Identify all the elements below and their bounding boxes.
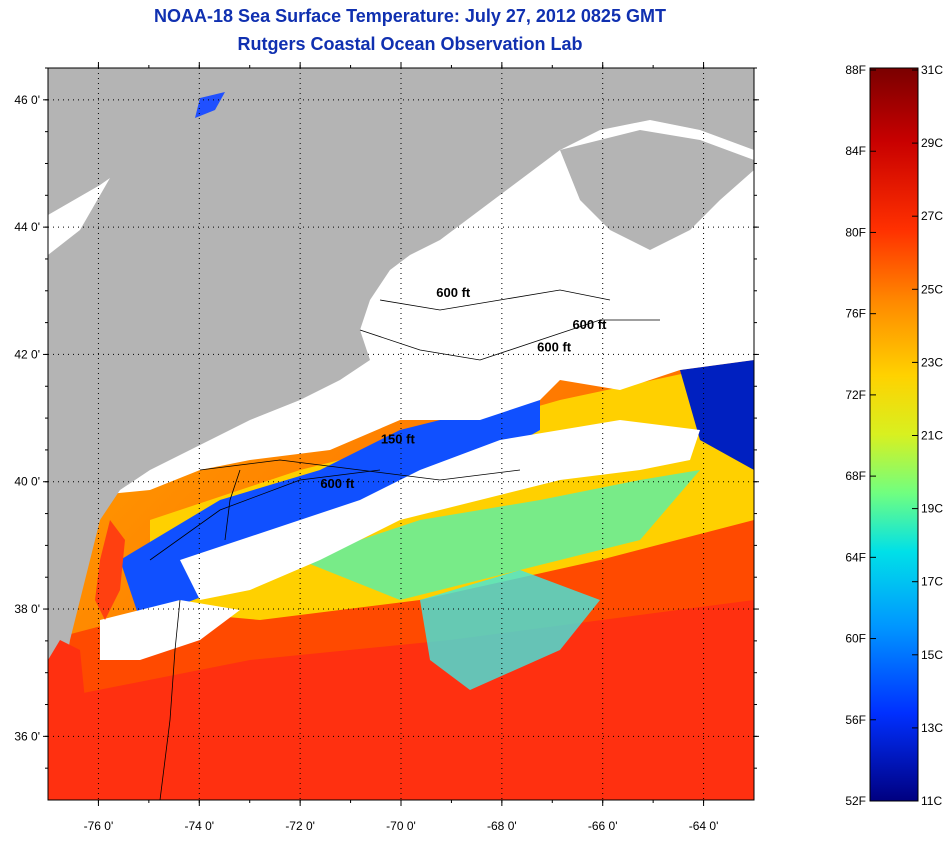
colorbar-c-label: 17C	[921, 575, 943, 589]
lon-tick-label: -70 0'	[386, 819, 416, 833]
lat-tick-label: 46 0'	[14, 93, 40, 107]
colorbar-f-label: 68F	[845, 469, 866, 483]
colorbar-c-label: 25C	[921, 282, 943, 296]
colorbar-f-label: 76F	[845, 307, 866, 321]
lat-tick-label: 38 0'	[14, 602, 40, 616]
lon-tick-label: -64 0'	[689, 819, 719, 833]
longitude-axis: -76 0' -74 0' -72 0' -70 0' -68 0' -66 0' -64 …	[84, 62, 719, 833]
map-title: NOAA-18 Sea Surface Temperature: July 27…	[154, 6, 666, 26]
colorbar-f-label: 60F	[845, 632, 866, 646]
colorbar-c-label: 15C	[921, 648, 943, 662]
lon-tick-label: -76 0'	[84, 819, 114, 833]
lon-tick-label: -72 0'	[285, 819, 315, 833]
colorbar-f-label: 52F	[845, 794, 866, 808]
lat-tick-label: 36 0'	[14, 729, 40, 743]
colorbar-f-label: 84F	[845, 144, 866, 158]
depth-contour-label: 600 ft	[320, 476, 355, 491]
depth-contour-label: 600 ft	[436, 285, 471, 300]
latitude-axis: 46 0' 44 0' 42 0' 40 0' 38 0' 36 0'	[14, 67, 759, 769]
map-subtitle: Rutgers Coastal Ocean Observation Lab	[237, 34, 583, 54]
colorbar-f-label: 64F	[845, 550, 866, 564]
colorbar-c-label: 29C	[921, 136, 943, 150]
colorbar-c-label: 27C	[921, 209, 943, 223]
colorbar-celsius-ticks: 31C 29C 27C 25C 23C 21C 19C 17C 15C 13C 11C	[912, 63, 943, 808]
lon-tick-label: -74 0'	[184, 819, 214, 833]
colorbar-c-label: 19C	[921, 502, 943, 516]
lon-tick-label: -66 0'	[588, 819, 618, 833]
colorbar-c-label: 13C	[921, 721, 943, 735]
colorbar-c-label: 31C	[921, 63, 943, 77]
depth-contour-label: 600 ft	[537, 339, 572, 354]
lat-tick-label: 44 0'	[14, 220, 40, 234]
colorbar-f-label: 88F	[845, 63, 866, 77]
colorbar-c-label: 23C	[921, 355, 943, 369]
lat-tick-label: 42 0'	[14, 347, 40, 361]
colorbar	[869, 67, 919, 802]
colorbar-c-label: 21C	[921, 429, 943, 443]
colorbar-fahrenheit-ticks: 88F 84F 80F 76F 72F 68F 64F 60F 56F 52F	[845, 63, 876, 808]
lat-tick-label: 40 0'	[14, 475, 40, 489]
depth-contour-label: 600 ft	[572, 317, 607, 332]
colorbar-f-label: 56F	[845, 713, 866, 727]
colorbar-f-label: 72F	[845, 388, 866, 402]
depth-contour-label: 150 ft	[381, 432, 416, 447]
colorbar-c-label: 11C	[921, 794, 942, 808]
colorbar-f-label: 80F	[845, 225, 866, 239]
lon-tick-label: -68 0'	[487, 819, 517, 833]
